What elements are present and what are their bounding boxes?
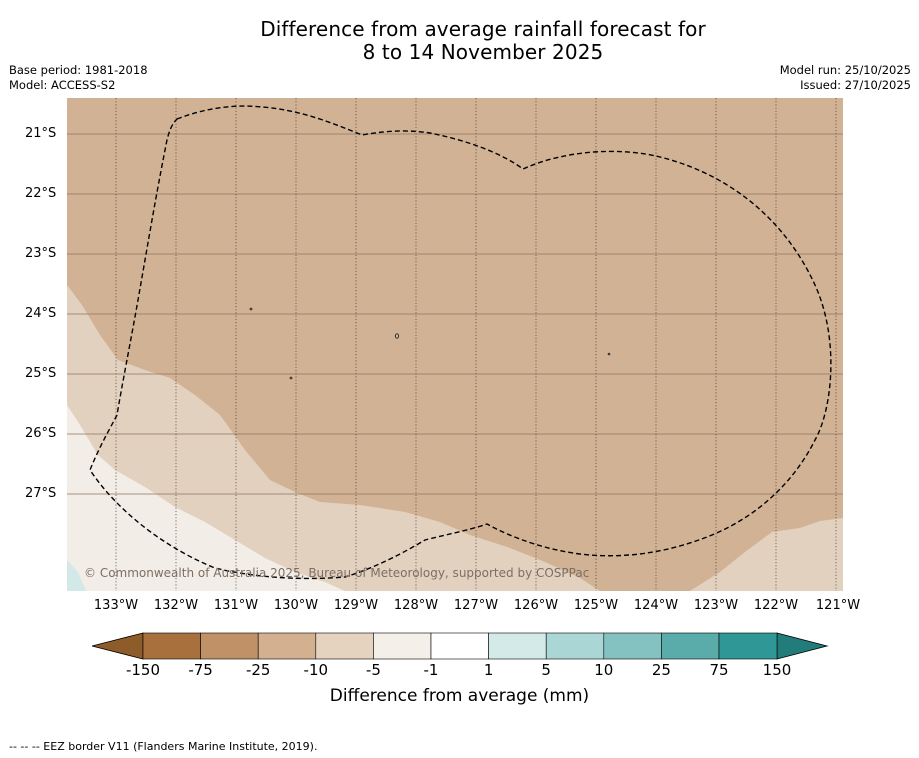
- colorbar-bin: [315, 632, 374, 660]
- title-line-1: Difference from average rainfall forecas…: [260, 17, 706, 41]
- eez-border: [89, 105, 832, 580]
- colorbar-tick: -5: [365, 661, 381, 679]
- colorbar-label: Difference from average (mm): [329, 686, 590, 706]
- colorbar-tick: 10: [594, 661, 614, 679]
- lat-label: 24°S: [25, 306, 57, 321]
- lon-label: 128°W: [393, 598, 439, 613]
- copyright-notice: © Commonwealth of Australia 2025, Bureau…: [84, 566, 590, 580]
- lon-label: 127°W: [453, 598, 499, 613]
- colorbar-bin: [488, 632, 547, 660]
- colorbar-tick: 150: [762, 661, 792, 679]
- lon-label: 125°W: [573, 598, 619, 613]
- colorbar-tick: -75: [188, 661, 213, 679]
- colorbar-bin: [603, 632, 662, 660]
- lon-label: 126°W: [513, 598, 559, 613]
- lat-label: 22°S: [25, 186, 57, 201]
- lon-label: 129°W: [333, 598, 379, 613]
- latitude-gridlines: [67, 133, 843, 495]
- colorbar-bin: [661, 632, 720, 660]
- colorbar-over-arrow: [776, 632, 829, 660]
- lon-label: 123°W: [693, 598, 739, 613]
- map-title: Difference from average rainfall forecas…: [0, 18, 919, 64]
- colorbar-bin: [257, 632, 317, 660]
- colorbar-bin: [545, 632, 605, 660]
- lon-label: 130°W: [273, 598, 319, 613]
- lon-label: 121°W: [815, 598, 861, 613]
- lat-label: 23°S: [25, 246, 57, 261]
- lat-label: 26°S: [25, 426, 57, 441]
- anomaly-band-10-east: [690, 518, 843, 591]
- longitude-gridlines: [115, 98, 837, 591]
- meta-left: Base period: 1981-2018 Model: ACCESS-S2: [9, 63, 148, 92]
- colorbar-tick: -1: [423, 661, 439, 679]
- colorbar-bin: [718, 632, 778, 660]
- eez-footnote: -- -- -- EEZ border V11 (Flanders Marine…: [9, 740, 318, 753]
- base-period: Base period: 1981-2018: [9, 63, 148, 77]
- lon-label: 122°W: [753, 598, 799, 613]
- colorbar-tick: -25: [245, 661, 271, 679]
- colorbar-tick: 25: [651, 661, 671, 679]
- lon-label: 124°W: [633, 598, 679, 613]
- colorbar: [91, 632, 829, 660]
- anomaly-band-5-west: [67, 405, 345, 591]
- colorbar-tick: 5: [541, 661, 551, 679]
- model-run: Model run: 25/10/2025: [779, 63, 911, 77]
- colorbar-tick: -150: [125, 661, 161, 679]
- lat-label: 21°S: [25, 126, 57, 141]
- colorbar-under-arrow: [91, 632, 144, 660]
- model-name: Model: ACCESS-S2: [9, 77, 116, 92]
- colorbar-tick: -10: [303, 661, 329, 679]
- lon-label: 132°W: [153, 598, 199, 613]
- colorbar-tick: 75: [709, 661, 729, 679]
- colorbar-bin: [373, 632, 432, 660]
- lat-label: 27°S: [25, 486, 57, 501]
- lon-label: 133°W: [93, 598, 139, 613]
- anomaly-band-wet: [67, 560, 86, 591]
- colorbar-bin: [200, 632, 259, 660]
- colorbar-tick: 1: [483, 661, 494, 679]
- lon-label: 131°W: [213, 598, 259, 613]
- map-area: [67, 98, 843, 591]
- title-line-2: 8 to 14 November 2025: [362, 40, 604, 64]
- colorbar-bin: [142, 632, 201, 660]
- meta-right: Model run: 25/10/2025 Issued: 27/10/2025: [780, 63, 911, 92]
- colorbar-bin: [430, 632, 489, 660]
- issued-date: Issued: 27/10/2025: [800, 77, 911, 92]
- lat-label: 25°S: [25, 366, 57, 381]
- islands: [249, 307, 611, 380]
- anomaly-band-10-west: [67, 285, 600, 591]
